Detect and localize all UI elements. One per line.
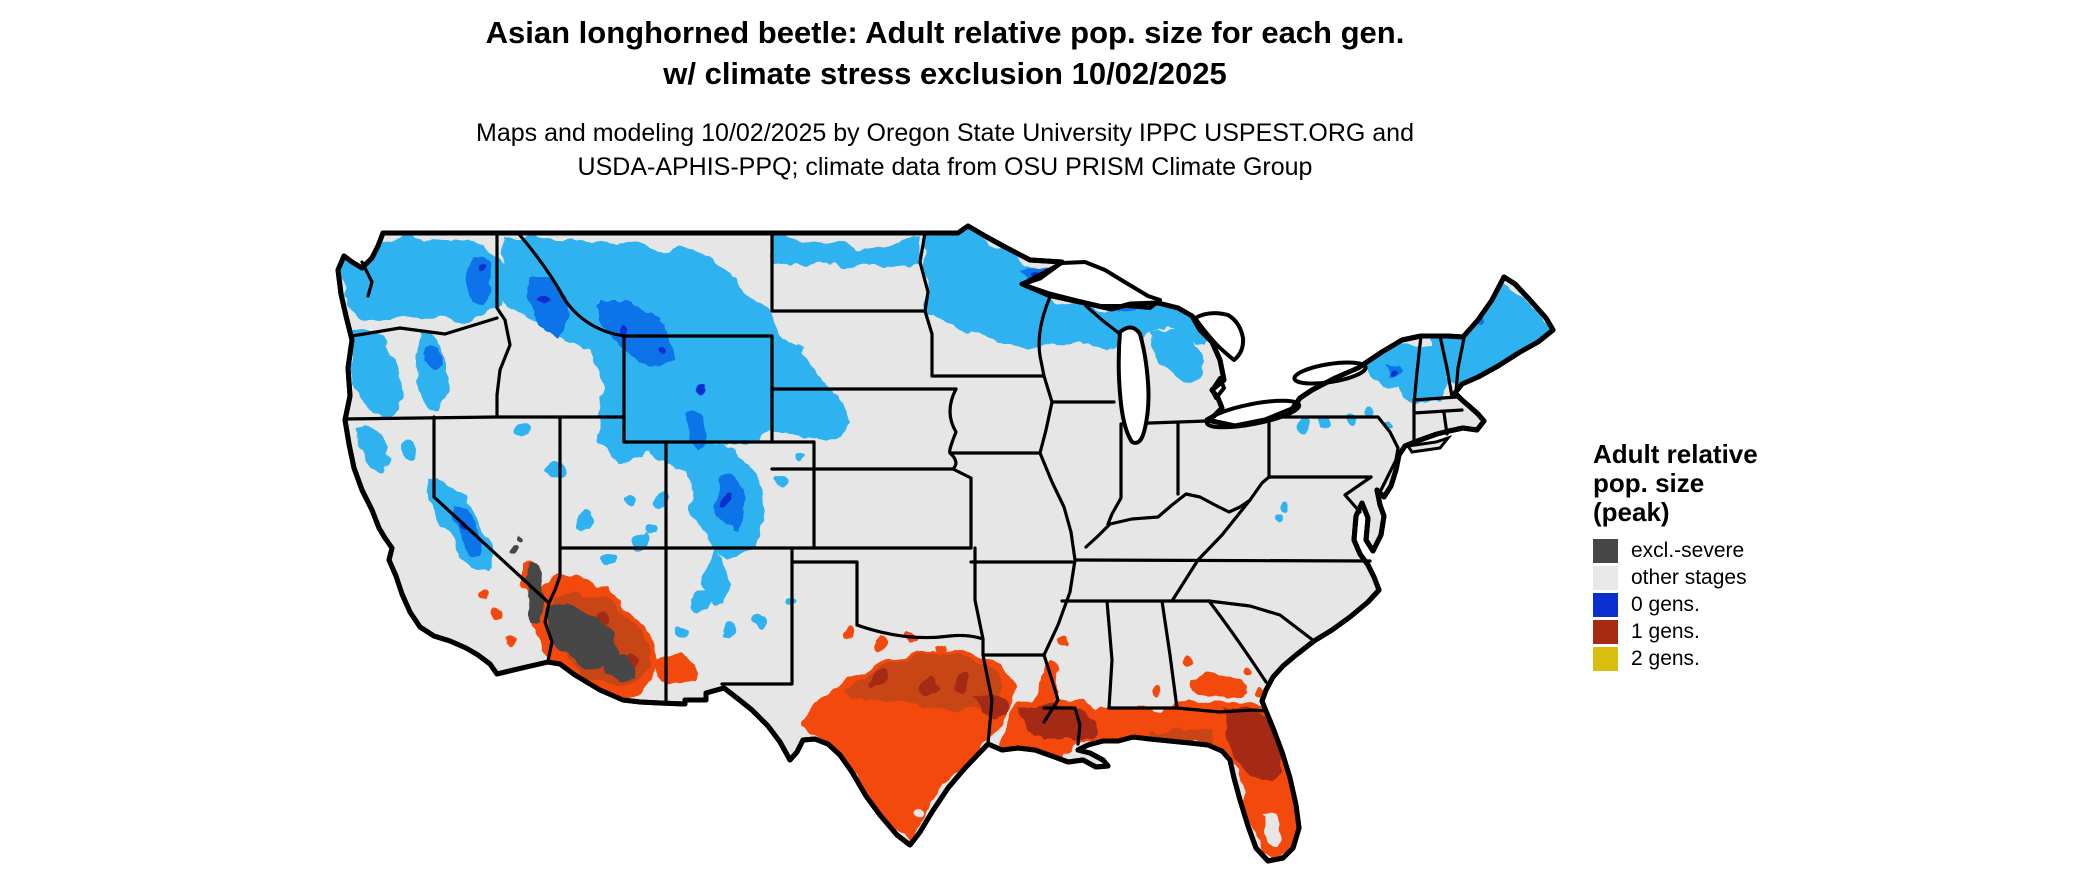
state-borders — [343, 231, 1466, 746]
legend-swatch-1-gens — [1593, 619, 1618, 644]
legend-items: excl.-severe other stages 0 gens. 1 gens… — [1593, 537, 1813, 672]
us-map — [330, 215, 1560, 885]
legend-swatch-0-gens — [1593, 592, 1618, 617]
subtitle-line-2: USDA-APHIS-PPQ; climate data from OSU PR… — [577, 153, 1313, 181]
layer-other-stages-patches — [912, 806, 1284, 848]
layer-1-gens-dark-red — [564, 611, 1283, 782]
legend-title: Adult relative pop. size (peak) — [1593, 439, 1758, 527]
legend-swatch-2-gens — [1593, 646, 1618, 671]
legend-item-0-gens: 0 gens. — [1593, 591, 1813, 618]
legend-item-1-gens: 1 gens. — [1593, 618, 1813, 645]
legend-label-excl-severe: excl.-severe — [1631, 538, 1745, 562]
legend-swatch-excl-severe — [1593, 538, 1618, 563]
legend-item-2-gens: 2 gens. — [1593, 645, 1813, 672]
us-map-svg — [330, 215, 1560, 885]
legend-swatch-other-stages — [1593, 565, 1618, 590]
legend-label-1-gens: 1 gens. — [1631, 619, 1700, 643]
title-line-2: w/ climate stress exclusion 10/02/2025 — [663, 56, 1227, 91]
subtitle-line-1: Maps and modeling 10/02/2025 by Oregon S… — [476, 119, 1414, 147]
long-island — [1405, 434, 1453, 454]
legend-label-other-stages: other stages — [1631, 565, 1747, 589]
legend-item-excl-severe: excl.-severe — [1593, 537, 1813, 564]
page-title: Asian longhorned beetle: Adult relative … — [330, 12, 1560, 94]
layer-0-gens-light — [338, 228, 1550, 637]
page-subtitle: Maps and modeling 10/02/2025 by Oregon S… — [330, 116, 1560, 184]
legend-item-other-stages: other stages — [1593, 564, 1813, 591]
legend-label-2-gens: 2 gens. — [1631, 646, 1700, 670]
layer-excl-severe — [508, 537, 635, 681]
legend-label-0-gens: 0 gens. — [1631, 592, 1700, 616]
title-line-1: Asian longhorned beetle: Adult relative … — [485, 15, 1405, 50]
map-legend: Adult relative pop. size (peak) excl.-se… — [1593, 440, 1813, 672]
layer-0-gens-mid — [424, 254, 1487, 558]
lake-michigan — [1116, 325, 1151, 445]
